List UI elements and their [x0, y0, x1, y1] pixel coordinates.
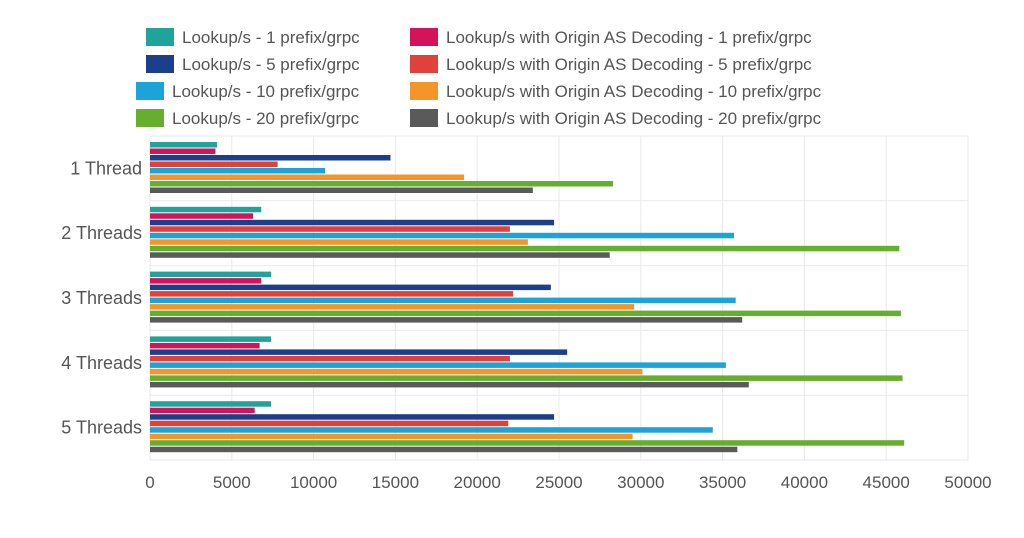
- x-tick-label: 30000: [617, 473, 664, 492]
- bars: [150, 142, 905, 453]
- bar: [150, 161, 278, 167]
- bar: [150, 148, 216, 154]
- legend-swatch: [136, 82, 164, 100]
- bar: [150, 297, 736, 304]
- bar: [150, 213, 254, 219]
- legend: Lookup/s - 1 prefix/grpc Lookup/s - 5 pre…: [136, 28, 822, 128]
- axes: 1 Thread 2 Threads 3 Threads 4 Threads 5 Thr…: [61, 158, 991, 492]
- legend-label: Lookup/s with Origin AS Decoding - 10 pr…: [446, 82, 822, 101]
- bar: [150, 174, 465, 180]
- x-tick-label: 40000: [781, 473, 828, 492]
- bar: [150, 440, 905, 446]
- legend-label: Lookup/s - 20 prefix/grpc: [172, 109, 360, 128]
- legend-swatch: [410, 28, 438, 46]
- legend-item[interactable]: Lookup/s - 10 prefix/grpc: [136, 82, 360, 101]
- legend-item[interactable]: Lookup/s - 20 prefix/grpc: [136, 109, 360, 128]
- legend-item[interactable]: Lookup/s with Origin AS Decoding - 20 pr…: [410, 109, 822, 128]
- bar: [150, 420, 509, 427]
- x-tick-label: 10000: [290, 473, 337, 492]
- bar: [150, 375, 903, 381]
- bar: [150, 355, 510, 362]
- x-tick-label: 5000: [213, 473, 251, 492]
- bar: [150, 446, 738, 453]
- x-tick-label: 35000: [699, 473, 746, 492]
- legend-item[interactable]: Lookup/s - 1 prefix/grpc: [146, 28, 360, 47]
- legend-swatch: [146, 28, 174, 46]
- x-tick-label: 20000: [454, 473, 501, 492]
- bar: [150, 219, 555, 226]
- bar: [150, 187, 533, 193]
- bar: [150, 368, 643, 375]
- bar: [150, 155, 391, 161]
- bar: [150, 427, 713, 433]
- legend-swatch: [410, 55, 438, 73]
- bar: [150, 407, 255, 414]
- bar: [150, 142, 218, 148]
- bar: [150, 381, 749, 388]
- y-tick-label: 3 Threads: [61, 288, 142, 308]
- legend-label: Lookup/s with Origin AS Decoding - 5 pre…: [446, 55, 812, 74]
- x-tick-label: 15000: [372, 473, 419, 492]
- bar: [150, 401, 272, 407]
- bar: [150, 239, 528, 245]
- legend-label: Lookup/s - 10 prefix/grpc: [172, 82, 360, 101]
- bar: [150, 349, 568, 355]
- bar: [150, 168, 326, 174]
- bar: [150, 284, 551, 291]
- x-tick-label: 45000: [863, 473, 910, 492]
- bar: [150, 206, 262, 213]
- legend-label: Lookup/s - 5 prefix/grpc: [182, 55, 360, 74]
- x-tick-label: 0: [145, 473, 154, 492]
- bar: [150, 226, 510, 232]
- legend-swatch: [410, 82, 438, 100]
- bar: [150, 291, 514, 297]
- bar: [150, 362, 726, 368]
- bar: [150, 252, 610, 258]
- bar: [150, 271, 272, 278]
- legend-swatch: [410, 109, 438, 127]
- legend-swatch: [146, 55, 174, 73]
- grid-lines: [149, 135, 969, 461]
- bar: [150, 433, 633, 440]
- legend-item[interactable]: Lookup/s - 5 prefix/grpc: [146, 55, 360, 74]
- legend-label: Lookup/s - 1 prefix/grpc: [182, 28, 360, 47]
- bar: [150, 414, 555, 420]
- bar: [150, 336, 272, 342]
- legend-item[interactable]: Lookup/s with Origin AS Decoding - 1 pre…: [410, 28, 812, 47]
- y-tick-label: 4 Threads: [61, 353, 142, 373]
- legend-label: Lookup/s with Origin AS Decoding - 1 pre…: [446, 28, 812, 47]
- bar: [150, 317, 743, 323]
- bar: [150, 181, 613, 187]
- legend-swatch: [136, 109, 164, 127]
- bar: [150, 245, 900, 252]
- x-tick-label: 25000: [535, 473, 582, 492]
- legend-label: Lookup/s with Origin AS Decoding - 20 pr…: [446, 109, 822, 128]
- legend-item[interactable]: Lookup/s with Origin AS Decoding - 5 pre…: [410, 55, 812, 74]
- bar: [150, 342, 260, 349]
- y-tick-label: 5 Threads: [61, 418, 142, 438]
- y-tick-label: 2 Threads: [61, 223, 142, 243]
- x-tick-label: 50000: [944, 473, 991, 492]
- y-tick-label: 1 Thread: [70, 158, 142, 178]
- bar: [150, 310, 901, 317]
- bar: [150, 304, 635, 310]
- bar: [150, 232, 735, 239]
- legend-item[interactable]: Lookup/s with Origin AS Decoding - 10 pr…: [410, 82, 822, 101]
- bar: [150, 278, 262, 284]
